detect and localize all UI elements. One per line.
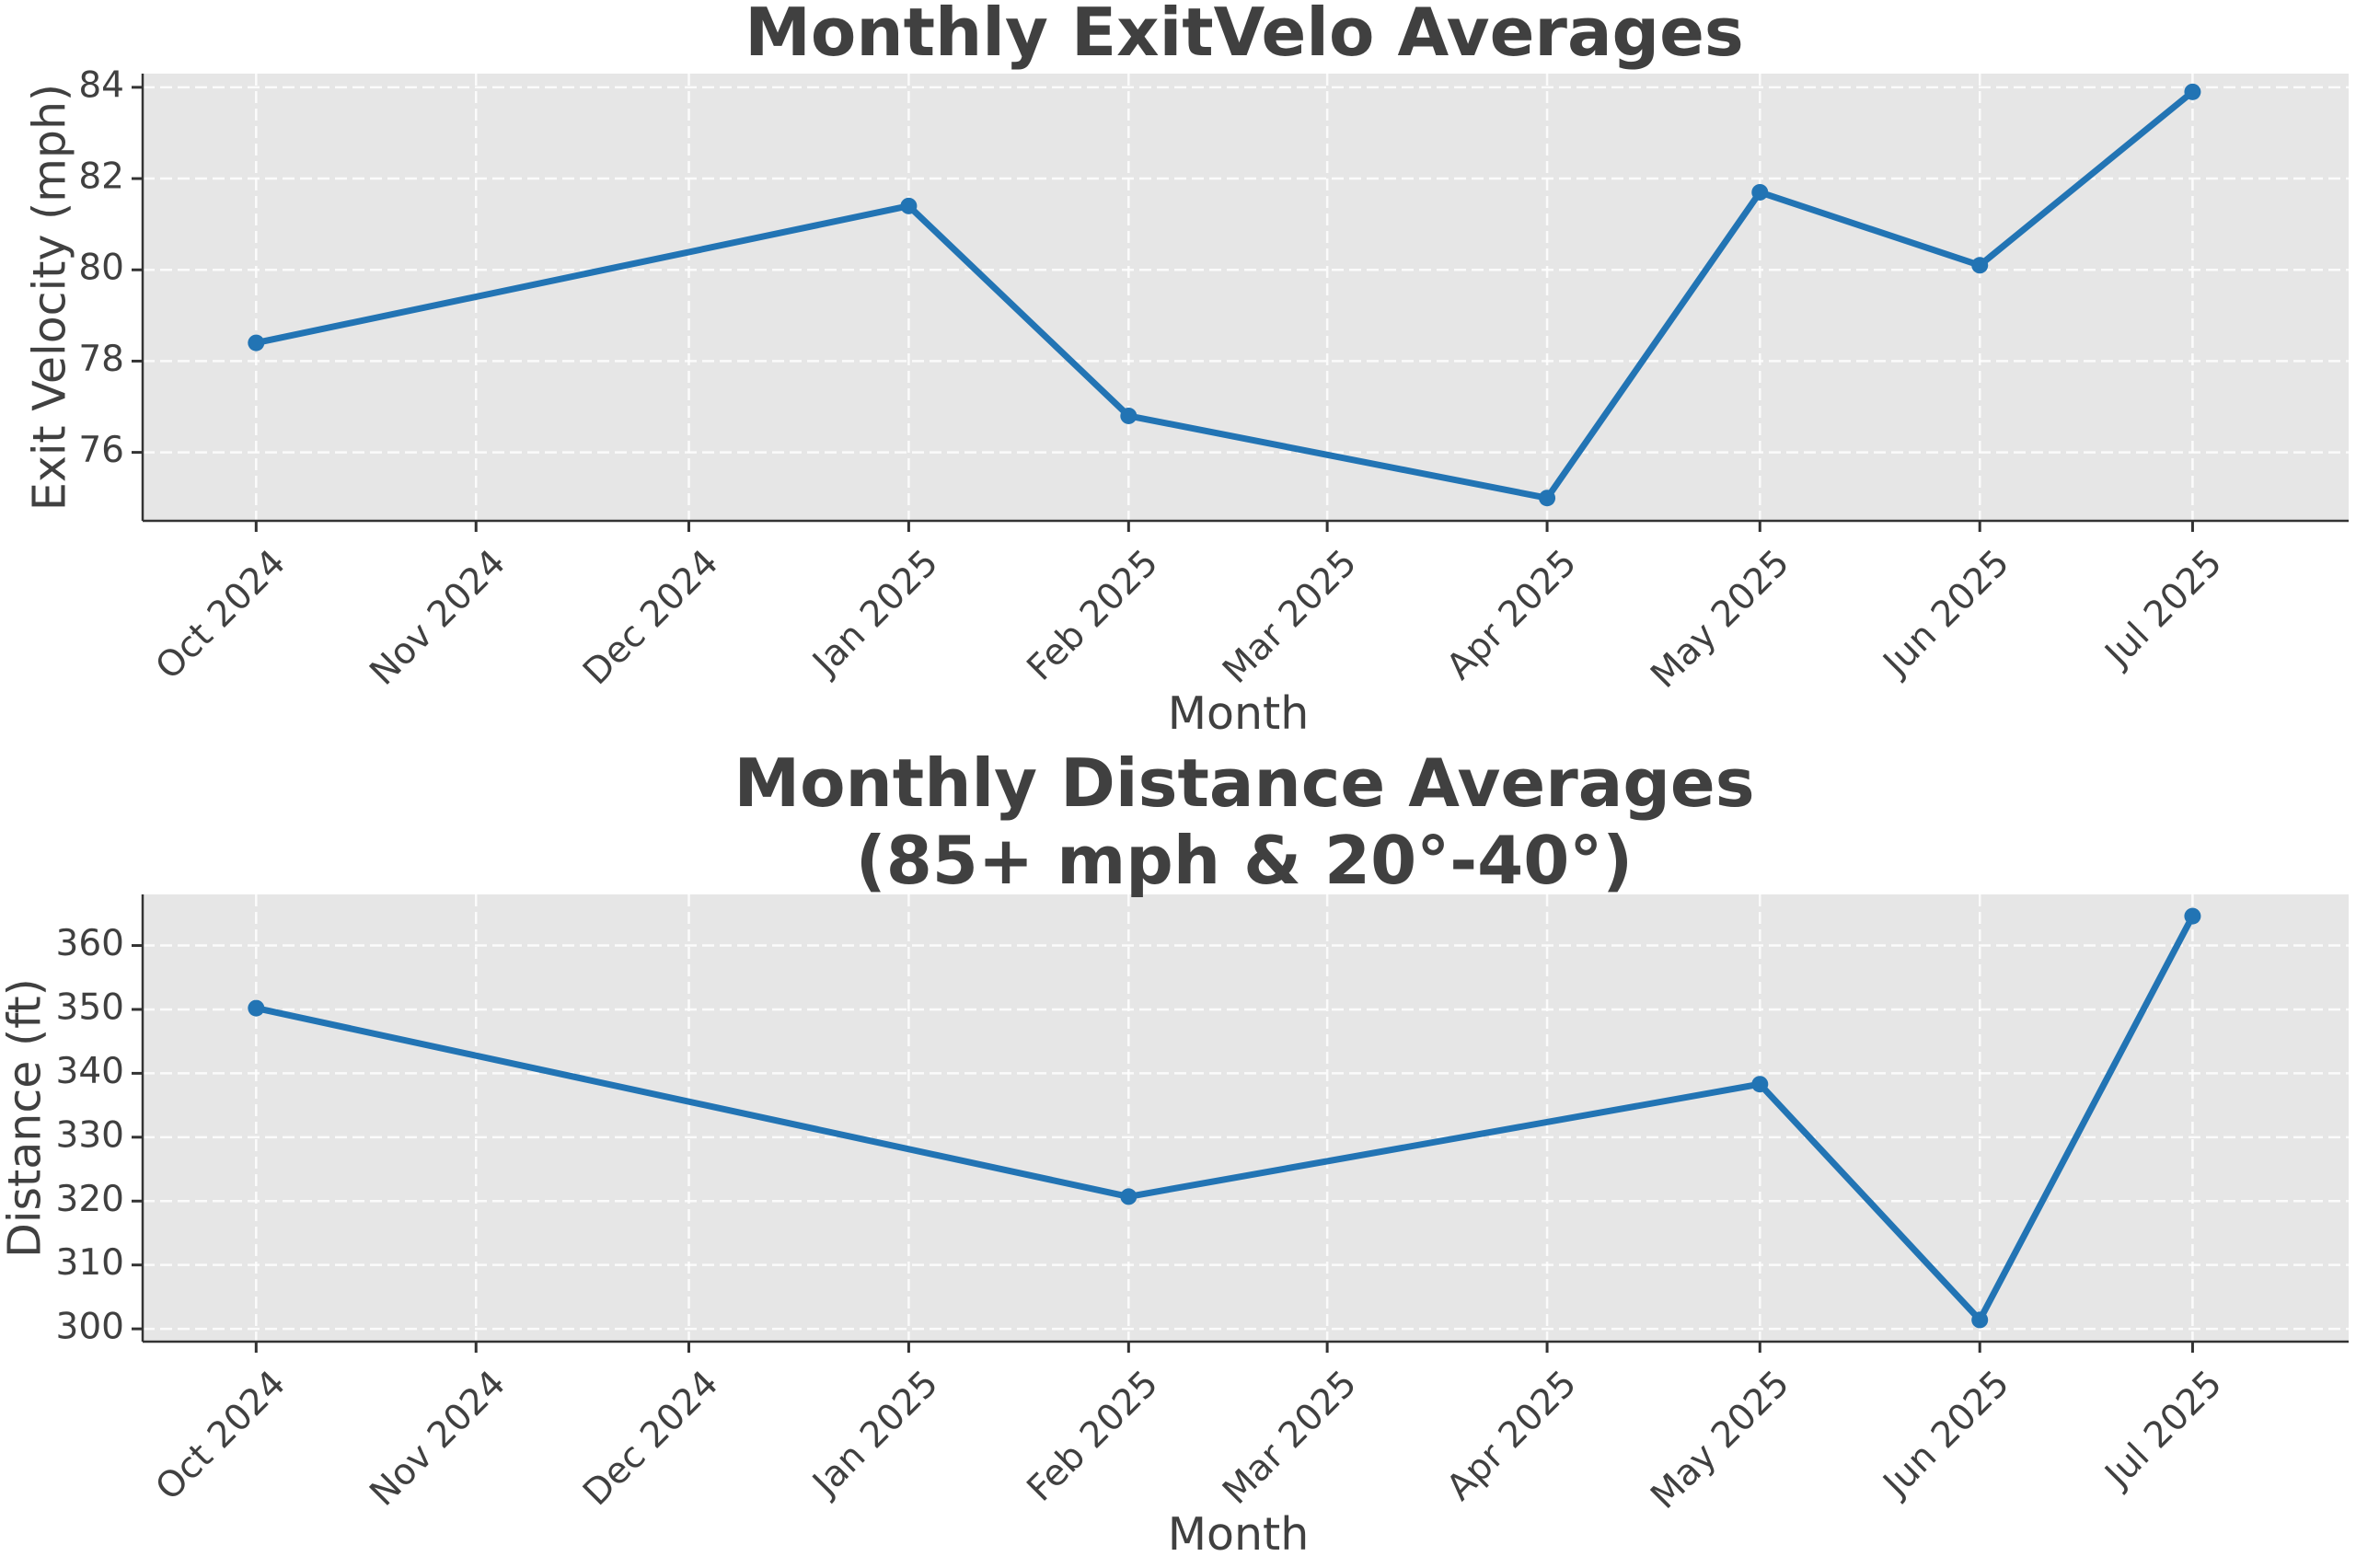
y-tick-label: 360 — [56, 923, 124, 964]
x-tick-label: Nov 2024 — [363, 542, 514, 694]
x-tick-label: Feb 2025 — [1020, 542, 1167, 689]
x-tick-label: Nov 2024 — [363, 1363, 514, 1515]
data-point — [1539, 490, 1556, 507]
y-axis-label: Exit Velocity (mph) — [24, 84, 76, 511]
chart-title: Monthly Distance Averages — [733, 744, 1754, 822]
y-tick-label: 84 — [78, 64, 124, 106]
x-tick-label: May 2025 — [1643, 542, 1797, 697]
x-tick-label: Mar 2025 — [1215, 1363, 1365, 1513]
plot-area — [143, 894, 2349, 1342]
x-tick-label: Apr 2025 — [1438, 542, 1584, 687]
plot-area — [143, 74, 2349, 521]
data-point — [2184, 83, 2201, 100]
data-point — [1120, 407, 1138, 424]
x-tick-label: Feb 2025 — [1020, 1363, 1167, 1510]
y-tick-label: 340 — [56, 1051, 124, 1092]
chart-subtitle: (85+ mph & 20°-40°) — [856, 822, 1633, 899]
x-tick-label: Jan 2025 — [803, 1363, 946, 1505]
x-tick-label: Jun 2025 — [1874, 542, 2017, 686]
chart-panel-1: 76 78 80 82 84 Oct 2024 Nov 2024 Dec 2024 Jan 20… — [24, 0, 2349, 740]
y-tick-label: 80 — [78, 248, 124, 289]
y-tick-label: 300 — [56, 1307, 124, 1348]
x-tick-label: Jul 2025 — [2096, 1363, 2230, 1497]
chart-panel-2: 300 310 320 330 340 350 360 Oct 2024 Nov 2024 Dec… — [0, 744, 2349, 1561]
y-tick-label: 310 — [56, 1242, 124, 1284]
data-point — [248, 334, 265, 352]
x-tick-label: Oct 2024 — [148, 1363, 294, 1508]
x-axis-label: Month — [1168, 1508, 1310, 1561]
data-point — [1751, 1076, 1769, 1093]
chart-title: Monthly ExitVelo Averages — [745, 0, 1744, 71]
data-point — [900, 197, 918, 214]
x-tick-label: Jun 2025 — [1874, 1363, 2017, 1506]
data-point — [2184, 907, 2201, 925]
x-axis-label: Month — [1168, 687, 1310, 740]
x-tick-label: Mar 2025 — [1215, 542, 1365, 692]
data-point — [1971, 257, 1989, 274]
x-tick-label: Jul 2025 — [2096, 542, 2230, 676]
x-tick-label: Dec 2024 — [575, 1363, 726, 1514]
y-tick-label: 320 — [56, 1179, 124, 1220]
x-tick-label: Apr 2025 — [1438, 1363, 1584, 1508]
x-tick-label: May 2025 — [1643, 1363, 1797, 1517]
y-tick-label: 82 — [78, 156, 124, 198]
data-point — [1971, 1311, 1989, 1329]
data-point — [248, 999, 265, 1017]
y-tick-label: 78 — [78, 339, 124, 380]
y-tick-label: 330 — [56, 1114, 124, 1156]
x-tick-label: Jan 2025 — [803, 542, 946, 685]
data-point — [1120, 1188, 1138, 1205]
y-tick-label: 76 — [78, 430, 124, 471]
y-tick-label: 350 — [56, 986, 124, 1028]
y-axis-label: Distance (ft) — [0, 978, 52, 1258]
data-point — [1751, 183, 1769, 201]
x-tick-label: Oct 2024 — [148, 542, 294, 687]
x-tick-label: Dec 2024 — [575, 542, 726, 693]
